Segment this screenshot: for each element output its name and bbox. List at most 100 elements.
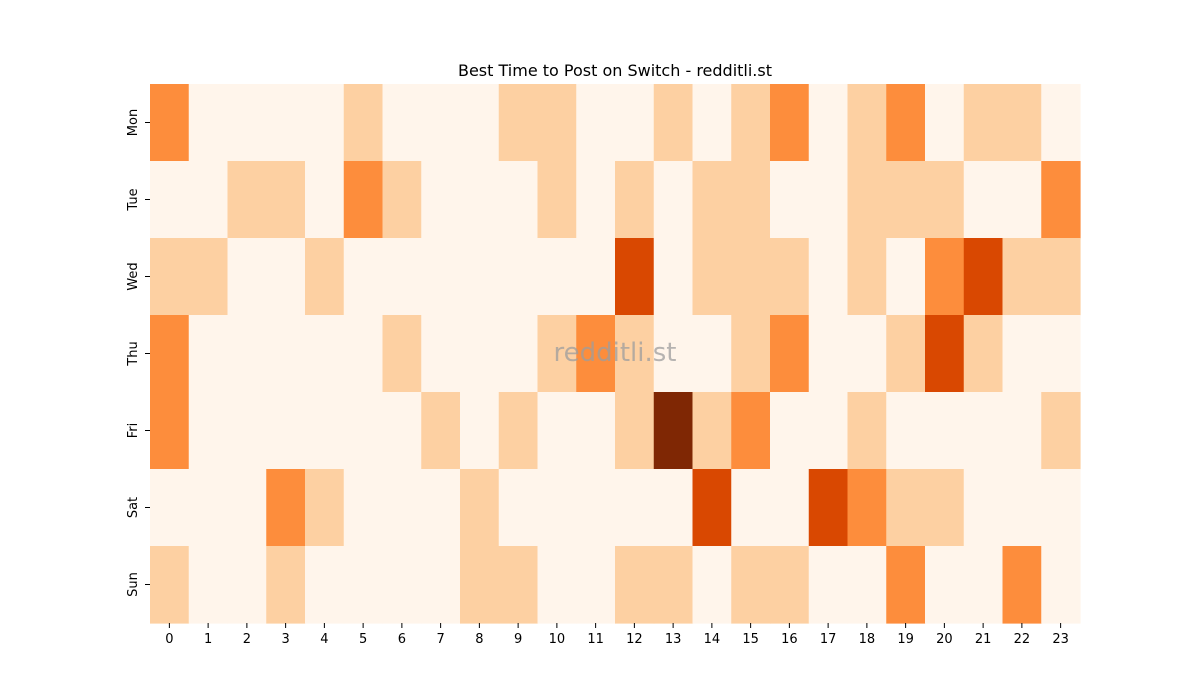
heatmap-cell-mon-23 <box>1041 84 1081 162</box>
heatmap-cell-sun-10 <box>537 546 577 624</box>
heatmap-cell-mon-22 <box>1002 84 1042 162</box>
heatmap-cell-fri-3 <box>266 392 306 470</box>
heatmap-cell-fri-7 <box>421 392 461 470</box>
heatmap-cell-sun-18 <box>847 546 887 624</box>
x-tick-label: 21 <box>975 632 992 647</box>
heatmap-cell-thu-8 <box>460 315 500 393</box>
x-tick-label: 4 <box>320 632 328 647</box>
heatmap-cell-fri-21 <box>963 392 1004 470</box>
x-tick-label: 8 <box>475 632 483 647</box>
heatmap-cell-mon-0 <box>150 84 190 162</box>
heatmap-cell-tue-18 <box>847 161 887 239</box>
heatmap-cell-fri-13 <box>653 392 694 470</box>
heatmap-cell-sun-17 <box>808 546 849 624</box>
heatmap-cell-fri-1 <box>188 392 229 470</box>
x-tick-label: 11 <box>587 632 604 647</box>
heatmap-cell-wed-12 <box>615 238 655 316</box>
heatmap-cell-thu-11 <box>576 315 616 393</box>
heatmap-cell-wed-13 <box>653 238 694 316</box>
heatmap-cell-thu-3 <box>266 315 306 393</box>
heatmap-cell-wed-17 <box>808 238 849 316</box>
heatmap-cell-tue-11 <box>576 161 616 239</box>
heatmap-cell-sun-9 <box>498 546 539 624</box>
heatmap-cell-wed-21 <box>963 238 1004 316</box>
heatmap-cell-tue-14 <box>692 161 732 239</box>
heatmap-cell-fri-17 <box>808 392 849 470</box>
heatmap-cell-sun-16 <box>770 546 810 624</box>
heatmap-cell-sun-21 <box>963 546 1004 624</box>
heatmap-cell-thu-5 <box>343 315 384 393</box>
heatmap-cell-sun-12 <box>615 546 655 624</box>
heatmap-cell-sat-20 <box>925 469 965 547</box>
heatmap-cell-fri-2 <box>227 392 267 470</box>
heatmap-cell-sat-4 <box>305 469 345 547</box>
x-axis: 0 1 2 3 4 5 6 7 8 9 10 11 12 13 14 15 16 17 18 19 20 21 22 23 <box>165 623 1069 647</box>
heatmap-cell-thu-15 <box>731 315 771 393</box>
heatmap-cell-thu-10 <box>537 315 577 393</box>
heatmap-cell-sun-15 <box>731 546 771 624</box>
heatmap-cell-mon-3 <box>266 84 306 162</box>
x-tick-label: 19 <box>897 632 914 647</box>
heatmap-cell-wed-1 <box>188 238 229 316</box>
heatmap-cell-mon-2 <box>227 84 267 162</box>
heatmap-cell-thu-23 <box>1041 315 1081 393</box>
heatmap-cell-tue-10 <box>537 161 577 239</box>
heatmap-cell-tue-8 <box>460 161 500 239</box>
heatmap-cells <box>150 84 1081 624</box>
heatmap-cell-thu-9 <box>498 315 539 393</box>
heatmap-cell-sat-12 <box>615 469 655 547</box>
heatmap-cell-sat-2 <box>227 469 267 547</box>
heatmap-cell-wed-20 <box>925 238 965 316</box>
heatmap-cell-tue-17 <box>808 161 849 239</box>
heatmap-cell-wed-16 <box>770 238 810 316</box>
heatmap-cell-sun-8 <box>460 546 500 624</box>
heatmap-cell-sat-10 <box>537 469 577 547</box>
heatmap-cell-tue-13 <box>653 161 694 239</box>
heatmap-cell-tue-4 <box>305 161 345 239</box>
heatmap-cell-thu-12 <box>615 315 655 393</box>
heatmap-cell-mon-21 <box>963 84 1004 162</box>
heatmap-cell-tue-1 <box>188 161 229 239</box>
heatmap-cell-mon-6 <box>382 84 422 162</box>
heatmap-cell-mon-15 <box>731 84 771 162</box>
heatmap-cell-fri-12 <box>615 392 655 470</box>
heatmap-cell-sun-14 <box>692 546 732 624</box>
x-tick-label: 1 <box>204 632 212 647</box>
heatmap-cell-fri-23 <box>1041 392 1081 470</box>
heatmap-cell-wed-4 <box>305 238 345 316</box>
heatmap-cell-thu-2 <box>227 315 267 393</box>
y-tick-label: Sun <box>126 572 141 597</box>
watermark: redditli.st <box>554 338 677 368</box>
heatmap-cell-fri-5 <box>343 392 384 470</box>
heatmap-cell-mon-7 <box>421 84 461 162</box>
heatmap-cell-thu-22 <box>1002 315 1042 393</box>
x-tick-label: 0 <box>165 632 173 647</box>
heatmap-cell-tue-6 <box>382 161 422 239</box>
heatmap-cell-wed-14 <box>692 238 732 316</box>
heatmap-cell-mon-9 <box>498 84 539 162</box>
x-tick-label: 20 <box>936 632 953 647</box>
x-tick-label: 2 <box>243 632 251 647</box>
heatmap-cell-sat-23 <box>1041 469 1081 547</box>
y-tick-label: Wed <box>126 262 141 290</box>
heatmap-cell-thu-14 <box>692 315 732 393</box>
heatmap-cell-wed-15 <box>731 238 771 316</box>
heatmap-cell-mon-8 <box>460 84 500 162</box>
heatmap-cell-fri-8 <box>460 392 500 470</box>
heatmap-cell-mon-11 <box>576 84 616 162</box>
heatmap-cell-sun-23 <box>1041 546 1081 624</box>
heatmap-cell-fri-9 <box>498 392 539 470</box>
heatmap-cell-tue-5 <box>343 161 384 239</box>
heatmap-cell-thu-1 <box>188 315 229 393</box>
y-tick-label: Tue <box>126 188 141 211</box>
heatmap-cell-fri-20 <box>925 392 965 470</box>
heatmap-cell-fri-22 <box>1002 392 1042 470</box>
heatmap-cell-thu-6 <box>382 315 422 393</box>
heatmap-cell-thu-20 <box>925 315 965 393</box>
heatmap-cell-mon-17 <box>808 84 849 162</box>
heatmap-cell-mon-13 <box>653 84 694 162</box>
heatmap-cell-sun-20 <box>925 546 965 624</box>
heatmap-cell-sat-9 <box>498 469 539 547</box>
heatmap-cell-thu-16 <box>770 315 810 393</box>
heatmap-cell-tue-20 <box>925 161 965 239</box>
